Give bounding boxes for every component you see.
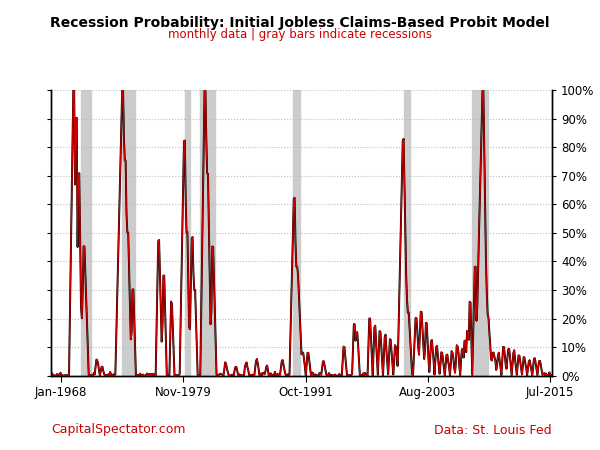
Bar bbox=[293, 90, 300, 376]
Text: CapitalSpectator.com: CapitalSpectator.com bbox=[51, 423, 185, 436]
Bar bbox=[472, 90, 488, 376]
Text: Recession Probability: Initial Jobless Claims-Based Probit Model: Recession Probability: Initial Jobless C… bbox=[50, 16, 550, 30]
Bar bbox=[81, 90, 91, 376]
Bar bbox=[200, 90, 215, 376]
Bar bbox=[404, 90, 410, 376]
Bar bbox=[185, 90, 190, 376]
Text: monthly data | gray bars indicate recessions: monthly data | gray bars indicate recess… bbox=[168, 28, 432, 41]
Text: Data: St. Louis Fed: Data: St. Louis Fed bbox=[434, 423, 552, 436]
Bar bbox=[122, 90, 135, 376]
